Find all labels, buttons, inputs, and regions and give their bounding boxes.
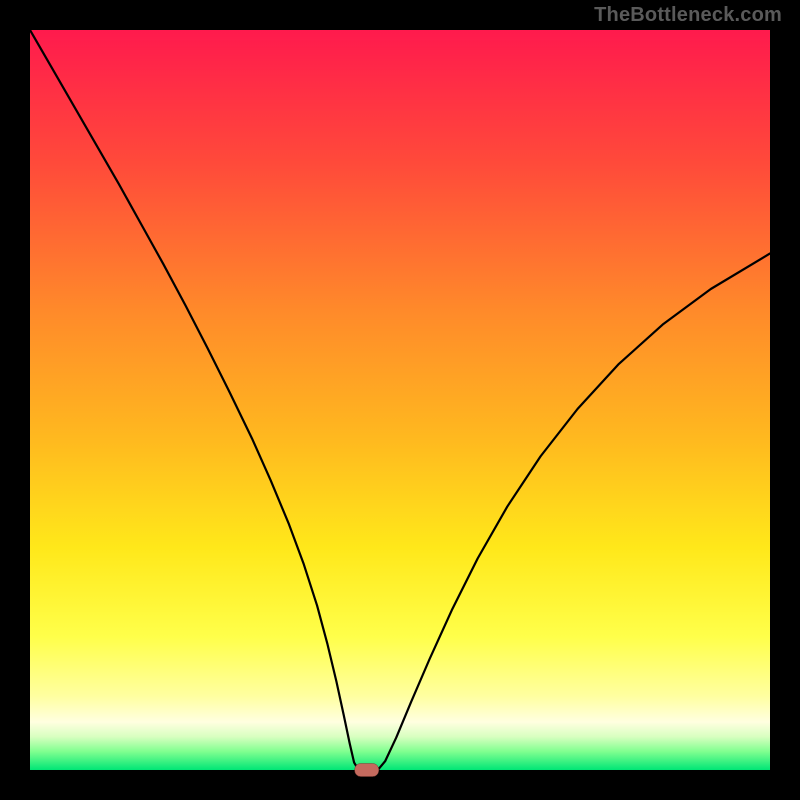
optimal-point-marker (355, 764, 379, 777)
plot-background-gradient (30, 30, 770, 770)
bottleneck-chart (0, 0, 800, 800)
watermark-text: TheBottleneck.com (594, 4, 782, 27)
chart-container: TheBottleneck.com (0, 0, 800, 800)
